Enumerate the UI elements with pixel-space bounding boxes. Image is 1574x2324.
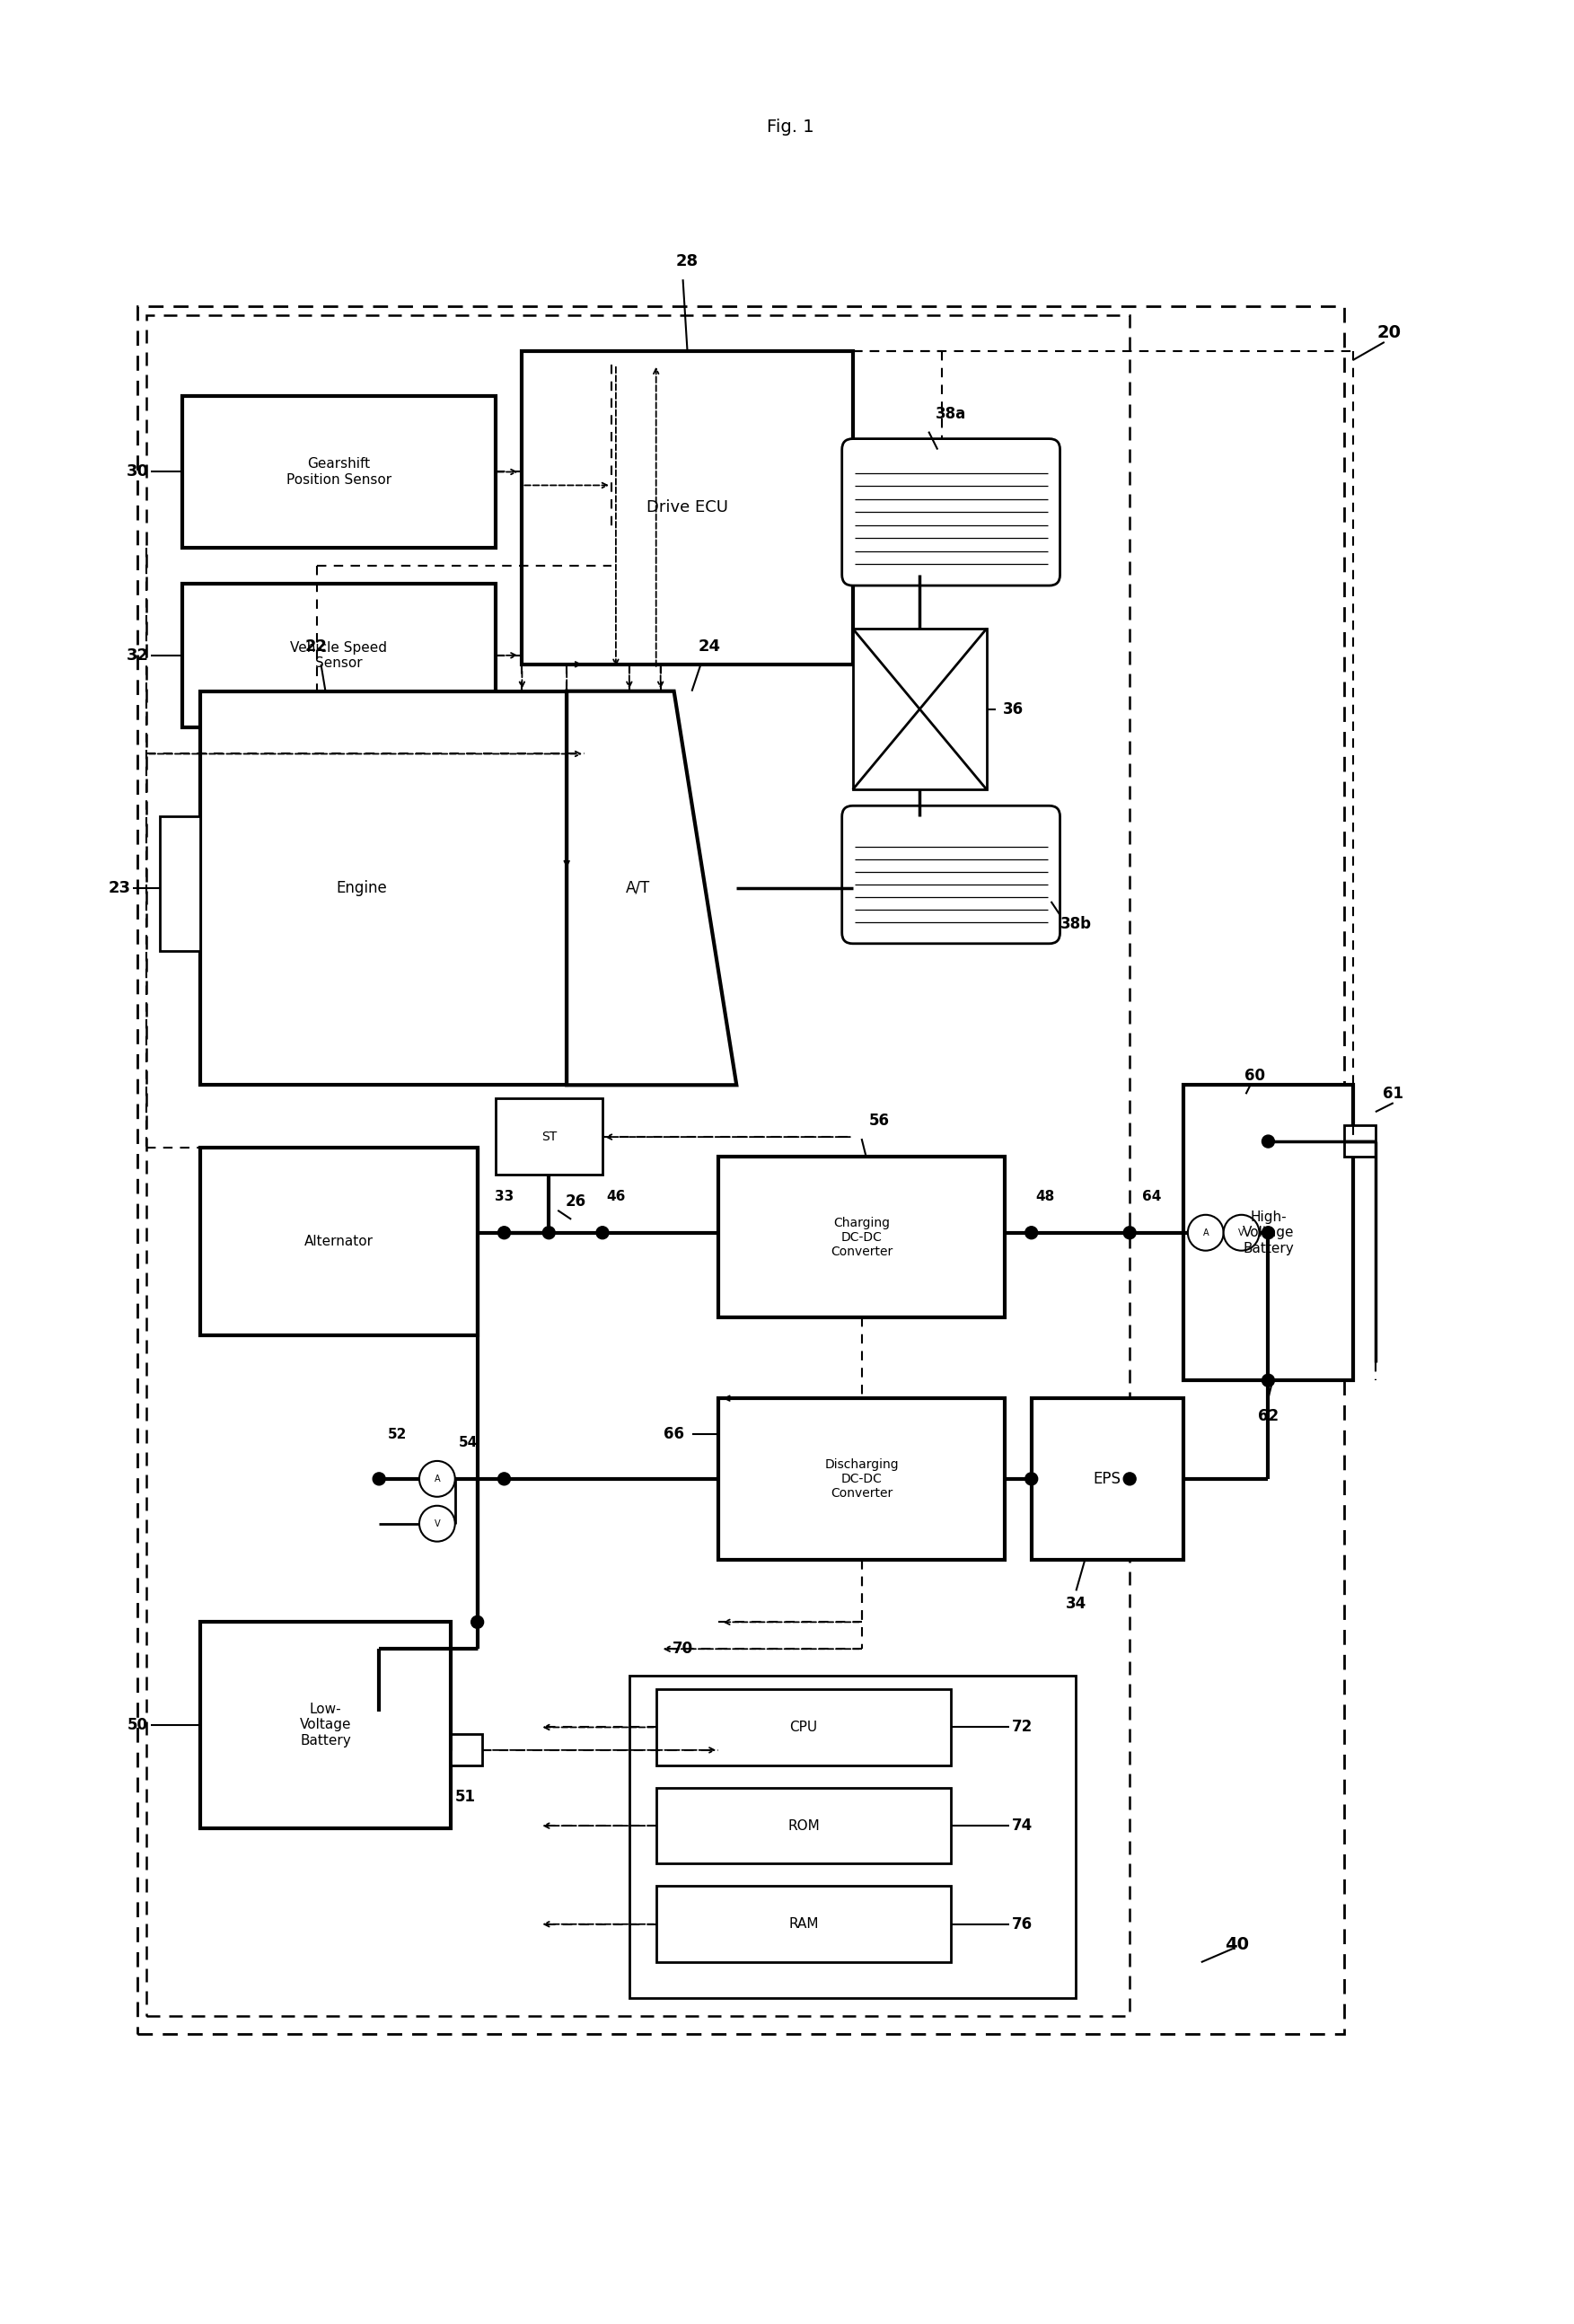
Text: EPS: EPS <box>1094 1471 1121 1487</box>
Circle shape <box>497 1227 510 1239</box>
Text: 72: 72 <box>1012 1720 1033 1736</box>
Bar <box>1344 1125 1376 1157</box>
Text: 52: 52 <box>387 1427 406 1441</box>
Bar <box>200 1148 477 1336</box>
Text: A: A <box>434 1473 441 1483</box>
Text: 64: 64 <box>1143 1190 1162 1204</box>
Bar <box>656 1690 951 1766</box>
Text: 38b: 38b <box>1061 916 1092 932</box>
Circle shape <box>1188 1215 1223 1250</box>
Circle shape <box>1262 1373 1275 1387</box>
Text: 34: 34 <box>1066 1597 1086 1613</box>
Text: 70: 70 <box>672 1641 693 1657</box>
Circle shape <box>1025 1227 1037 1239</box>
Bar <box>656 1887 951 1961</box>
Text: Discharging
DC-DC
Converter: Discharging DC-DC Converter <box>825 1457 899 1499</box>
Circle shape <box>1223 1215 1259 1250</box>
Text: 51: 51 <box>455 1789 475 1806</box>
Text: V: V <box>1239 1227 1245 1236</box>
Text: RAM: RAM <box>789 1917 818 1931</box>
Bar <box>523 351 853 665</box>
Circle shape <box>1025 1473 1037 1485</box>
Text: 24: 24 <box>699 639 721 655</box>
Text: 76: 76 <box>1012 1915 1033 1931</box>
Text: 48: 48 <box>1036 1190 1055 1204</box>
Text: Engine: Engine <box>335 881 387 897</box>
Circle shape <box>419 1506 455 1541</box>
Bar <box>719 1157 1004 1318</box>
Bar <box>183 395 496 548</box>
Text: 22: 22 <box>305 639 327 655</box>
Text: 33: 33 <box>494 1190 513 1204</box>
Circle shape <box>1262 1227 1275 1239</box>
FancyBboxPatch shape <box>842 806 1059 944</box>
Bar <box>183 583 496 727</box>
Text: V: V <box>434 1520 441 1529</box>
Text: High-
Voltage
Battery: High- Voltage Battery <box>1242 1211 1294 1255</box>
Text: 74: 74 <box>1012 1817 1033 1834</box>
Circle shape <box>1124 1473 1136 1485</box>
Text: Low-
Voltage
Battery: Low- Voltage Battery <box>299 1703 351 1748</box>
Bar <box>1184 1085 1354 1380</box>
Circle shape <box>497 1473 510 1485</box>
Text: CPU: CPU <box>790 1720 817 1734</box>
Text: A: A <box>1203 1227 1209 1236</box>
Circle shape <box>471 1615 483 1629</box>
Bar <box>146 316 1130 2015</box>
Bar <box>450 1734 482 1766</box>
Text: 61: 61 <box>1384 1085 1404 1102</box>
Text: 28: 28 <box>677 253 699 270</box>
Circle shape <box>373 1473 386 1485</box>
Circle shape <box>1262 1134 1275 1148</box>
Text: Charging
DC-DC
Converter: Charging DC-DC Converter <box>831 1215 892 1257</box>
Text: 36: 36 <box>1003 702 1025 718</box>
Text: 32: 32 <box>126 648 150 662</box>
Bar <box>139 307 1344 2034</box>
Text: 23: 23 <box>109 881 131 897</box>
FancyBboxPatch shape <box>842 439 1059 586</box>
Text: 26: 26 <box>565 1192 586 1208</box>
Circle shape <box>419 1462 455 1497</box>
Text: 66: 66 <box>664 1427 685 1443</box>
Text: Vehicle Speed
Sensor: Vehicle Speed Sensor <box>290 641 387 669</box>
Text: 62: 62 <box>1258 1408 1278 1425</box>
Text: Fig. 1: Fig. 1 <box>767 119 814 135</box>
Polygon shape <box>567 690 737 1085</box>
Text: Drive ECU: Drive ECU <box>647 500 729 516</box>
Text: 38a: 38a <box>935 407 966 421</box>
Text: 56: 56 <box>869 1113 889 1129</box>
Text: Alternator: Alternator <box>304 1234 373 1248</box>
Text: 40: 40 <box>1225 1936 1250 1952</box>
Bar <box>161 816 200 951</box>
Text: A/T: A/T <box>626 881 650 897</box>
Bar <box>719 1399 1004 1559</box>
Circle shape <box>543 1227 556 1239</box>
Text: 60: 60 <box>1245 1069 1265 1085</box>
Text: ROM: ROM <box>787 1820 820 1831</box>
Bar <box>656 1787 951 1864</box>
Bar <box>200 690 567 1085</box>
Bar <box>853 627 987 790</box>
Circle shape <box>597 1227 609 1239</box>
Text: 20: 20 <box>1377 325 1401 342</box>
Text: 46: 46 <box>606 1190 625 1204</box>
Text: ST: ST <box>541 1132 557 1143</box>
Circle shape <box>1124 1227 1136 1239</box>
Text: 30: 30 <box>126 465 150 481</box>
Bar <box>200 1622 450 1829</box>
Text: Gearshift
Position Sensor: Gearshift Position Sensor <box>286 458 392 486</box>
Bar <box>1031 1399 1184 1559</box>
Bar <box>496 1099 603 1174</box>
Text: 50: 50 <box>127 1717 148 1734</box>
Bar <box>630 1676 1077 1999</box>
Text: 54: 54 <box>460 1436 478 1450</box>
